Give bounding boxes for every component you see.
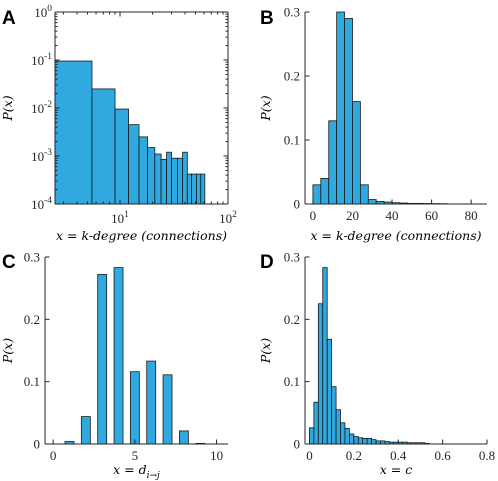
x-tick-label: 80 — [465, 208, 478, 223]
x-tick-label: 101 — [111, 210, 129, 226]
bars — [309, 267, 430, 445]
bar — [317, 303, 324, 445]
y-tick-label: 0.3 — [284, 5, 300, 20]
y-tick-label: 0.2 — [24, 312, 40, 327]
bar — [80, 416, 91, 445]
y-tick-label: 10-4 — [31, 196, 52, 212]
bar — [171, 157, 178, 205]
bar — [335, 409, 341, 445]
bar — [162, 374, 173, 445]
x-tick-label: 0 — [50, 448, 57, 463]
bar — [362, 437, 368, 445]
bar — [138, 136, 148, 205]
bar — [196, 173, 202, 205]
bar — [353, 436, 359, 445]
x-axis-label: x = k-degree (connections) — [311, 228, 482, 243]
bar — [200, 173, 206, 205]
panel-letter: A — [2, 8, 16, 29]
y-tick-label: 10-3 — [31, 148, 52, 164]
bars — [312, 11, 448, 205]
y-tick-label: 0 — [294, 437, 301, 452]
x-tick-label: 0.4 — [390, 448, 407, 463]
bar — [114, 108, 129, 205]
x-axis-label: x = c — [380, 462, 412, 477]
x-axis-label: x = di→j — [113, 462, 160, 481]
y-tick-label: 10-2 — [31, 100, 52, 116]
y-axis-label: P(x) — [0, 338, 15, 364]
y-tick-label: 0.1 — [284, 133, 300, 148]
y-tick-label: 0.2 — [284, 312, 300, 327]
y-tick-label: 0.2 — [284, 69, 300, 84]
bar — [97, 274, 108, 445]
y-axis-label: P(x) — [0, 95, 15, 121]
bar — [91, 88, 116, 205]
bar — [160, 158, 167, 205]
bar — [344, 17, 353, 205]
bars — [64, 267, 206, 445]
bar — [54, 60, 93, 205]
y-tick-label: 0.1 — [284, 374, 300, 389]
bars — [54, 60, 206, 205]
panel-d: D 0 0.2 0.4 0.6 0.8 0 0.1 0.2 0.3 x = c P(x) — [258, 250, 495, 478]
bar — [352, 101, 361, 205]
bar — [113, 267, 124, 445]
x-tick-label: 0.8 — [479, 448, 495, 463]
bar — [312, 184, 322, 205]
bar — [178, 430, 189, 445]
bar — [191, 173, 197, 205]
panel-a: A 101 102 10-4 10-3 10-2 10-1 100 x = k-degree (… — [0, 4, 237, 243]
bar — [166, 151, 172, 205]
bar — [313, 401, 319, 445]
bar — [129, 371, 140, 445]
bar — [336, 11, 345, 205]
x-axis-label: x = k-degree (connections) — [56, 228, 227, 243]
bar — [322, 267, 328, 445]
x-tick-label: 5 — [132, 448, 139, 463]
panel-letter: B — [260, 8, 274, 29]
bar — [128, 124, 140, 205]
bar — [182, 151, 188, 205]
x-tick-label: 0.6 — [434, 448, 451, 463]
bar — [344, 428, 350, 445]
bar — [331, 386, 337, 445]
y-tick-label: 100 — [34, 4, 52, 20]
bar — [357, 437, 364, 445]
x-tick-label: 20 — [346, 208, 359, 223]
bar — [154, 153, 162, 205]
x-tick-label: 0.2 — [346, 448, 362, 463]
y-tick-label: 0 — [34, 437, 41, 452]
bar — [320, 177, 330, 205]
bar — [186, 173, 192, 205]
x-tick-label: 0 — [310, 208, 317, 223]
bar — [367, 199, 377, 205]
y-axis-label: P(x) — [258, 338, 273, 364]
bar — [340, 422, 346, 445]
panel-letter: C — [2, 252, 16, 273]
y-tick-label: 0 — [294, 197, 301, 212]
bar — [177, 157, 184, 205]
bar — [359, 184, 369, 205]
bar — [326, 338, 333, 445]
panel-c: C 0 5 10 0 0.1 0.2 0.3 x = di→j P(x) — [0, 250, 228, 481]
x-tick-label: 60 — [425, 208, 438, 223]
y-tick-label: 0.3 — [24, 250, 40, 265]
y-tick-label: 10-1 — [31, 52, 52, 68]
x-tick-label: 0 — [306, 448, 313, 463]
x-tick-label: 10 — [210, 448, 223, 463]
panel-letter: D — [260, 252, 274, 273]
y-axis-label: P(x) — [258, 95, 273, 121]
bar — [146, 360, 157, 445]
panel-b: B 0 20 40 60 80 0 0.1 0.2 0.3 x = k-degree (connec… — [258, 5, 487, 243]
bar — [348, 433, 355, 445]
bar — [147, 147, 156, 205]
x-tick-label: 102 — [219, 210, 237, 226]
y-tick-label: 0.3 — [284, 250, 300, 265]
bar — [328, 120, 338, 205]
bar — [371, 439, 377, 445]
bar — [309, 427, 315, 445]
y-tick-label: 0.1 — [24, 374, 40, 389]
bar — [366, 437, 372, 445]
x-tick-label: 40 — [386, 208, 399, 223]
